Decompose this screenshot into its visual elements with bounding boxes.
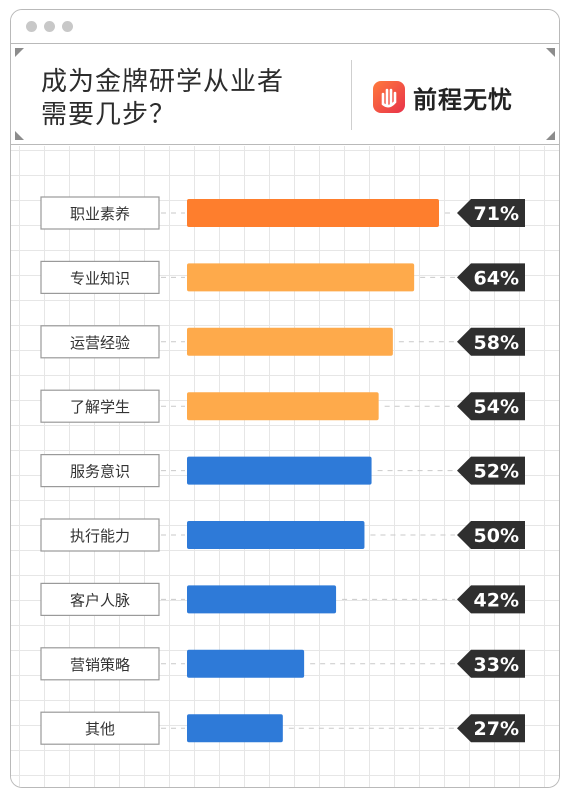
- bar-chart: 职业素养 71% 专业知识 64% 运营经验 58% 了解学生 54% 服务意识 52% 执行能力 5…: [40, 196, 525, 745]
- bar: [187, 199, 439, 227]
- value-label: 50%: [474, 525, 519, 547]
- category-label-box: [40, 647, 160, 681]
- category-label-box: [40, 711, 160, 745]
- bar: [187, 521, 365, 549]
- category-label: 职业素养: [70, 205, 130, 223]
- value-label: 64%: [474, 267, 519, 289]
- category-label: 运营经验: [70, 334, 130, 352]
- corner-br-icon: [546, 131, 555, 140]
- category-label-box: [40, 325, 160, 359]
- window-dot-1[interactable]: [26, 21, 37, 32]
- bar: [187, 392, 379, 421]
- value-label: 71%: [474, 203, 519, 225]
- value-label: 54%: [474, 396, 519, 418]
- value-badge: [457, 392, 525, 421]
- category-label-box: [40, 196, 160, 230]
- bar: [187, 263, 415, 292]
- bar: [187, 327, 393, 356]
- value-label: 42%: [474, 589, 519, 611]
- brand-name: 前程无忧: [413, 86, 513, 114]
- page-title: 成为金牌研学从业者 需要几步？: [41, 66, 284, 132]
- category-label-box: [40, 582, 160, 616]
- title-line-1: 成为金牌研学从业者: [41, 67, 285, 97]
- category-label: 了解学生: [70, 398, 130, 416]
- corner-tr-icon: [546, 48, 555, 57]
- bar: [187, 649, 305, 678]
- value-badge: [457, 585, 525, 614]
- value-label: 52%: [474, 461, 519, 483]
- bar: [187, 585, 337, 614]
- category-label: 其他: [85, 720, 115, 738]
- category-label-box: [40, 389, 160, 423]
- category-label-box: [40, 454, 160, 488]
- chart-area: 职业素养 71% 专业知识 64% 运营经验 58% 了解学生 54% 服务意识 52% 执行能力 5…: [11, 146, 559, 787]
- value-badge: [457, 714, 525, 743]
- hand-logo-icon: [373, 81, 405, 113]
- corner-bl-icon: [15, 131, 24, 140]
- value-label: 58%: [474, 332, 519, 354]
- header-banner: 成为金牌研学从业者 需要几步？ 前程无忧: [11, 44, 559, 145]
- bar: [187, 456, 372, 485]
- category-label: 营销策略: [70, 656, 130, 674]
- browser-window: 成为金牌研学从业者 需要几步？ 前程无忧 职业素养 71% 专业知识 64% 运营经验 5…: [10, 9, 560, 788]
- corner-tl-icon: [15, 48, 24, 57]
- value-badge: [457, 649, 525, 678]
- value-badge: [457, 521, 525, 549]
- category-label: 客户人脉: [70, 591, 130, 609]
- category-label: 执行能力: [70, 527, 130, 545]
- window-dot-2[interactable]: [44, 21, 55, 32]
- window-titlebar: [11, 10, 559, 44]
- value-badge: [457, 327, 525, 356]
- header-divider: [351, 60, 352, 130]
- value-badge: [457, 456, 525, 485]
- category-label: 专业知识: [70, 269, 130, 287]
- hand-glyph-icon: [381, 88, 397, 108]
- value-badge: [457, 199, 525, 227]
- title-line-2: 需要几步？: [41, 100, 177, 130]
- value-badge: [457, 263, 525, 292]
- category-label-box: [40, 260, 160, 295]
- window-dot-3[interactable]: [62, 21, 73, 32]
- value-label: 27%: [474, 718, 519, 740]
- value-label: 33%: [474, 654, 519, 676]
- category-label: 服务意识: [70, 463, 130, 481]
- bar: [187, 714, 283, 743]
- category-label-box: [40, 518, 160, 552]
